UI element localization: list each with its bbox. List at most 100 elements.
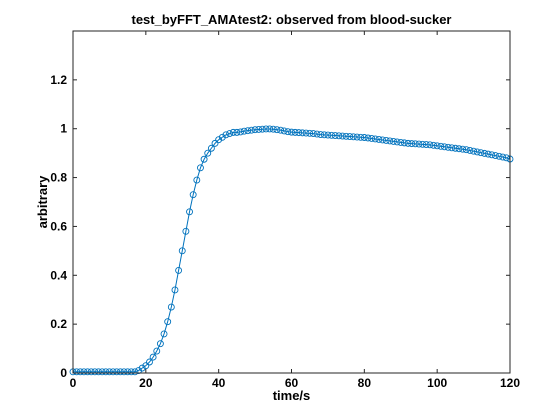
data-point: [364, 134, 372, 142]
data-point: [430, 141, 437, 149]
data-point: [455, 145, 463, 153]
data-point: [448, 144, 456, 152]
data-point: [437, 142, 445, 150]
data-point: [466, 147, 474, 154]
data-point: [357, 133, 365, 141]
data-point: [211, 139, 219, 147]
data-point: [441, 143, 448, 151]
data-point: [368, 135, 376, 142]
axes-box: [72, 30, 511, 374]
data-point: [375, 136, 383, 143]
data-point: [470, 147, 478, 155]
data-point: [149, 353, 157, 361]
x-axis-label: time/s: [273, 388, 311, 403]
data-point: [499, 153, 507, 161]
data-point: [328, 131, 336, 139]
data-point: [408, 140, 416, 148]
data-point: [426, 141, 434, 149]
data-point: [415, 140, 423, 148]
ticks-layer: 0 20 40 60 80 100 120 0 0.2 0.4 0.6 0.8 1 1.2: [50, 31, 520, 390]
data-point: [473, 148, 481, 156]
data-point: [502, 154, 510, 162]
data-point: [488, 151, 496, 159]
data-point: [116, 368, 124, 376]
data-point: [87, 368, 95, 376]
data-point: [247, 126, 255, 134]
data-point: [346, 133, 354, 140]
data-point: [251, 126, 259, 134]
data-point: [335, 132, 343, 140]
data-point: [222, 131, 230, 139]
x-tick-label: 120: [500, 376, 520, 390]
data-point: [309, 130, 317, 138]
x-tick-label: 0: [70, 376, 77, 390]
data-point: [109, 368, 117, 376]
data-point: [164, 318, 172, 326]
y-axis-label: arbitrary: [35, 175, 50, 229]
data-point: [371, 135, 379, 143]
data-point: [233, 128, 241, 136]
data-point: [244, 127, 252, 135]
data-point: [215, 136, 223, 144]
data-point: [317, 131, 325, 139]
data-point: [255, 125, 263, 133]
data-point: [393, 138, 401, 146]
data-point: [193, 176, 201, 184]
x-tick-label: 80: [358, 376, 372, 390]
data-point: [237, 128, 244, 136]
data-point: [349, 133, 357, 141]
data-point: [273, 126, 281, 134]
data-point: [204, 149, 212, 157]
data-point: [284, 128, 292, 136]
series-line: [73, 128, 511, 373]
data-point: [444, 143, 452, 151]
data-point: [156, 340, 164, 348]
data-point: [127, 368, 135, 376]
x-tick-label: 40: [212, 376, 226, 390]
data-point: [477, 149, 485, 157]
data-point: [91, 368, 99, 376]
data-point: [73, 368, 81, 376]
data-point: [189, 191, 197, 199]
data-point: [266, 125, 274, 133]
data-point: [207, 144, 215, 152]
data-point: [135, 367, 143, 375]
data-point: [178, 247, 186, 255]
data-point: [240, 127, 248, 135]
data-point: [313, 130, 321, 138]
x-tick-label: 100: [427, 376, 447, 390]
data-point: [288, 128, 295, 136]
data-point: [84, 368, 92, 376]
data-point: [200, 155, 208, 163]
data-point: [229, 128, 237, 136]
data-point: [404, 139, 412, 147]
data-point: [324, 131, 332, 139]
data-point: [382, 136, 390, 144]
data-point: [419, 140, 427, 148]
data-point: [306, 129, 314, 137]
chart-title: test_byFFT_AMAtest2: observed from blood…: [131, 12, 451, 27]
data-point: [182, 227, 190, 235]
data-point: [390, 137, 397, 145]
data-point: [291, 128, 299, 136]
data-point: [258, 125, 266, 133]
data-point: [98, 368, 106, 376]
data-point: [379, 136, 386, 144]
data-point: [484, 150, 492, 158]
data-point: [411, 140, 419, 148]
y-tick-label: 1.2: [50, 73, 67, 87]
data-point: [120, 368, 128, 376]
x-tick-label: 60: [285, 376, 299, 390]
data-point: [262, 125, 270, 133]
data-point: [280, 127, 288, 135]
data-point: [298, 129, 306, 137]
data-point: [331, 132, 339, 140]
data-point: [95, 368, 102, 376]
data-point: [462, 146, 470, 154]
data-point: [339, 132, 346, 140]
data-point: [102, 368, 110, 376]
data-point: [142, 362, 150, 370]
data-point: [167, 303, 175, 311]
data-point: [481, 149, 488, 157]
